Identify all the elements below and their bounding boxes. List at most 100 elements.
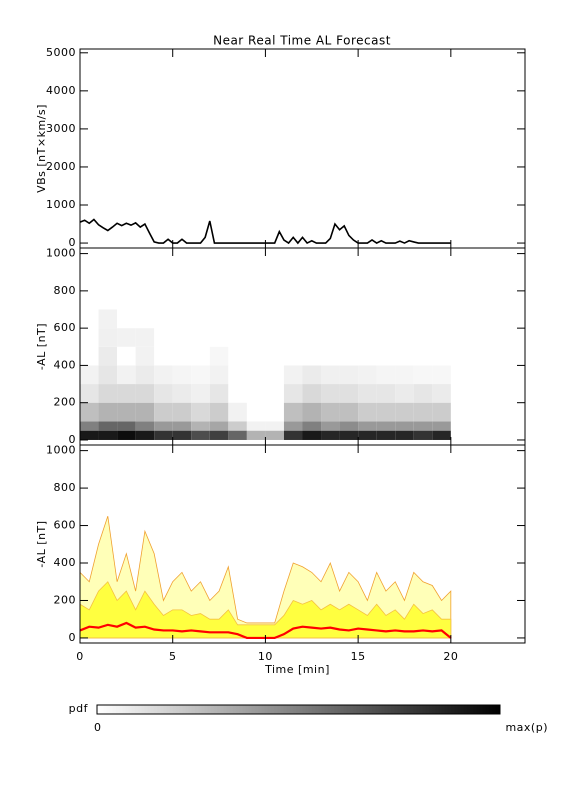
pdf-cell: [135, 365, 155, 385]
pdf-cell: [172, 421, 192, 431]
pdf-cell: [321, 430, 340, 440]
pdf-cell: [432, 346, 451, 366]
pdf-cell: [358, 346, 377, 366]
pdf-cell: [376, 430, 396, 440]
pdf-cell: [376, 309, 396, 329]
pdf-cell: [154, 365, 173, 385]
pdf-cell: [413, 430, 433, 440]
x-tick-label: 20: [443, 650, 458, 663]
pdf-cell: [117, 346, 136, 366]
pdf-cell: [283, 309, 303, 329]
pdf-cell: [358, 430, 377, 440]
pdf-cell: [413, 365, 433, 385]
pdf-cell: [265, 430, 284, 440]
y-tick-label: 0: [69, 433, 77, 446]
pdf-cell: [432, 421, 451, 431]
pdf-cell: [321, 328, 340, 347]
pdf-cell: [339, 365, 359, 385]
pdf-cell: [432, 309, 451, 329]
pdf-cell: [395, 346, 414, 366]
vbs-line: [79, 218, 451, 245]
pdf-cell: [117, 421, 136, 431]
pdf-cell: [265, 309, 284, 329]
y-tick-label: 5000: [46, 46, 76, 59]
y-tick-label: 3000: [46, 122, 76, 135]
pdf-cell: [339, 430, 359, 440]
pdf-cell: [98, 384, 118, 403]
pdf-cell: [135, 346, 155, 366]
pdf-cell: [228, 365, 247, 385]
pdf-cell: [98, 309, 118, 329]
pdf-cell: [302, 365, 322, 385]
pdf-cell: [413, 402, 433, 422]
pdf-cell: [80, 309, 99, 329]
pdf-cell: [154, 402, 173, 422]
pdf-cell: [135, 421, 155, 431]
pdf-cell: [358, 309, 377, 329]
pdf-cell: [209, 346, 229, 366]
pdf-cell: [413, 421, 433, 431]
pdf-cell: [432, 430, 451, 440]
pdf-cell: [209, 402, 229, 422]
pdf-cell: [228, 346, 247, 366]
pdf-cell: [302, 430, 322, 440]
pdf-cell: [302, 328, 322, 347]
y-tick-label: 4000: [46, 84, 76, 97]
pdf-cell: [191, 421, 210, 431]
colorbar-tick-label: 0: [94, 721, 102, 734]
pdf-cell: [265, 384, 284, 403]
pdf-cell: [321, 346, 340, 366]
pdf-cell: [228, 402, 247, 422]
pdf-cell: [154, 384, 173, 403]
pdf-cell: [265, 402, 284, 422]
pdf-cell: [321, 365, 340, 385]
pdf-cell: [98, 402, 118, 422]
y-tick-label: 600: [54, 519, 77, 532]
pdf-cell: [358, 328, 377, 347]
pdf-cell: [321, 421, 340, 431]
y-tick-label: 1000: [46, 198, 76, 211]
pdf-cell: [302, 421, 322, 431]
pdf-cell: [358, 365, 377, 385]
pdf-cell: [246, 421, 266, 431]
pdf-cell: [339, 421, 359, 431]
pdf-cell: [283, 384, 303, 403]
pdf-cell: [117, 402, 136, 422]
y-tick-label: 2000: [46, 160, 76, 173]
quantile-area: [79, 516, 452, 639]
pdf-cell: [265, 328, 284, 347]
pdf-cell: [413, 309, 433, 329]
quantile-area: [79, 581, 452, 639]
y-tick-label: 1000: [46, 247, 76, 260]
pdf-cell: [246, 384, 266, 403]
pdf-cell: [302, 402, 322, 422]
pdf-cell: [376, 384, 396, 403]
x-tick-label: 5: [169, 650, 177, 663]
pdf-cell: [80, 384, 99, 403]
pdf-cell: [376, 365, 396, 385]
chart-title: Near Real Time AL Forecast: [213, 34, 391, 48]
pdf-cell: [98, 328, 118, 347]
pdf-cell: [209, 384, 229, 403]
y-axis-label: -AL [nT]: [35, 323, 48, 370]
pdf-cell: [395, 365, 414, 385]
pdf-cell: [209, 309, 229, 329]
pdf-cell: [172, 365, 192, 385]
pdf-cell: [228, 309, 247, 329]
pdf-cell: [413, 346, 433, 366]
pdf-cell: [228, 421, 247, 431]
pdf-cell: [209, 430, 229, 440]
pdf-cell: [154, 421, 173, 431]
pdf-cell: [321, 309, 340, 329]
pdf-cell: [80, 328, 99, 347]
y-tick-label: 800: [54, 284, 77, 297]
pdf-cell: [228, 328, 247, 347]
x-tick-label: 15: [351, 650, 366, 663]
pdf-cell: [191, 402, 210, 422]
pdf-cell: [172, 309, 192, 329]
y-tick-label: 200: [54, 593, 77, 606]
y-tick-label: 400: [54, 556, 77, 569]
pdf-cell: [283, 421, 303, 431]
pdf-cell: [246, 309, 266, 329]
pdf-cell: [413, 384, 433, 403]
